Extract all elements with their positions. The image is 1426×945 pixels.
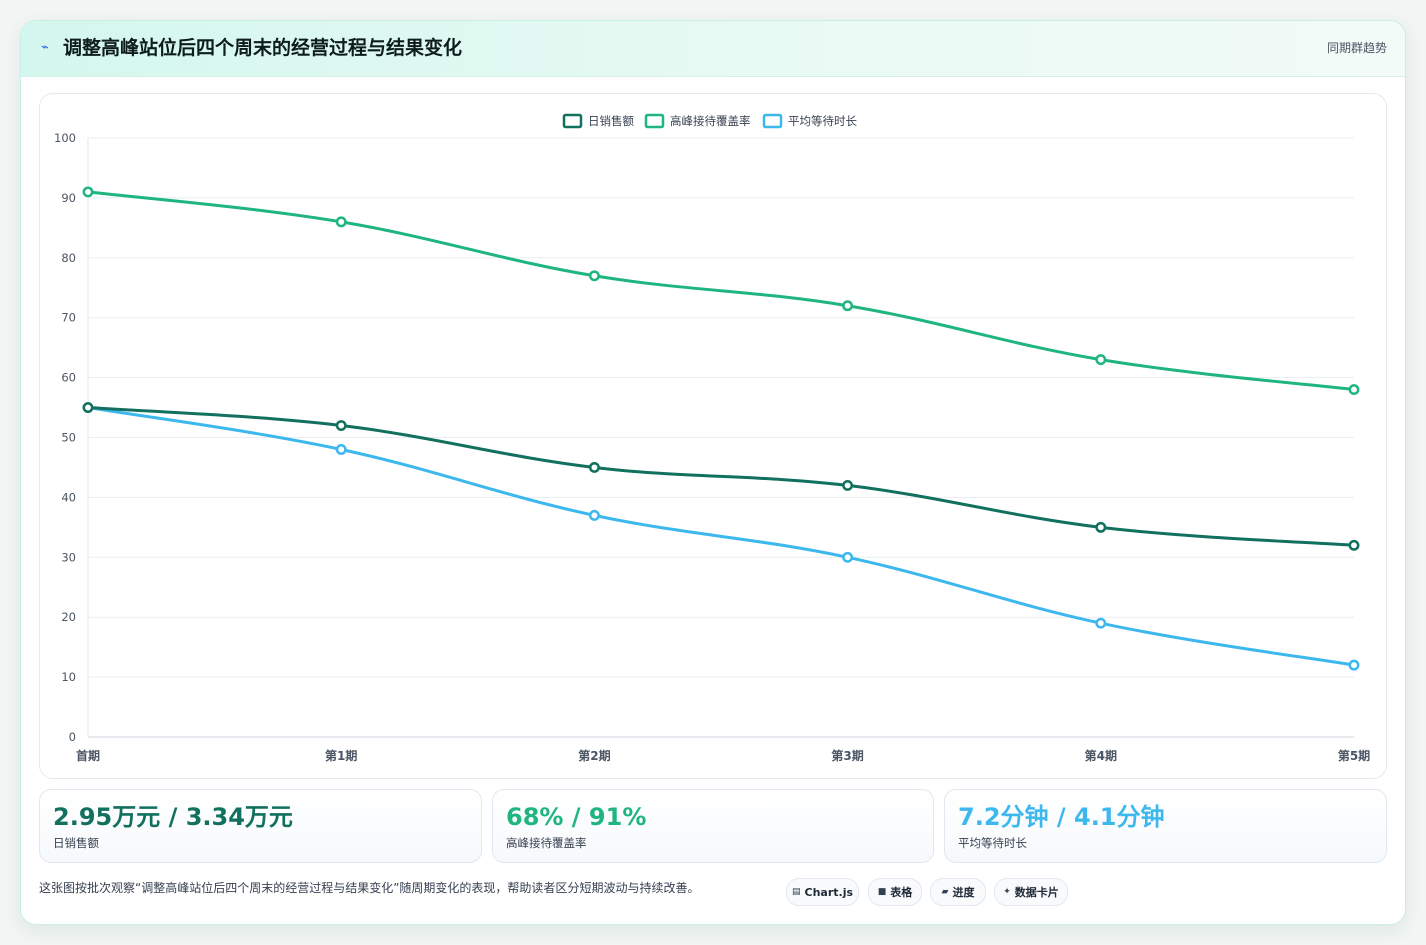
series-line-2: [86, 406, 1356, 667]
lightning-icon: ⌁: [41, 40, 49, 55]
data-point-s1-1: [335, 216, 347, 228]
x-tick-label: 首期: [76, 748, 100, 763]
tag-progress[interactable]: ▰ 进度: [930, 878, 986, 906]
data-point-s1-2: [588, 270, 600, 282]
data-point-s1-5: [1348, 384, 1360, 396]
data-point-s0-3: [842, 479, 854, 491]
y-tick-label: 90: [61, 191, 76, 205]
series-line-0: [86, 406, 1356, 547]
legend-label: 平均等待时长: [788, 114, 857, 128]
tag-label: Chart.js: [804, 885, 854, 899]
legend-label: 日销售额: [588, 114, 634, 128]
chart-icon: ▤: [791, 887, 801, 897]
data-point-s0-2: [588, 462, 600, 473]
stat-value: 68% / 91%: [506, 803, 647, 831]
y-tick-label: 100: [54, 131, 76, 145]
stat-label: 日销售额: [53, 836, 99, 850]
line-chart: 0 10 20 30 40 50 60 70 80 90 100 首期 第1期 第2期 第3期 第4期 第5期 日…: [54, 113, 1370, 763]
tag-label: 表格: [890, 886, 913, 899]
tag-table[interactable]: ■ 表格: [868, 878, 922, 906]
x-tick-label: 第2期: [578, 748, 610, 763]
data-point-s2-3: [842, 551, 854, 563]
dashboard-card: ⌁ 调整高峰站位后四个周末的经营过程与结果变化 同期群趋势 0 10 20 30 40 5…: [20, 20, 1406, 925]
header-right-label: 同期群趋势: [1326, 41, 1387, 55]
legend-swatch: [762, 113, 783, 129]
x-tick-label: 第4期: [1085, 748, 1117, 763]
y-tick-label: 10: [61, 670, 76, 684]
data-point-s0-4: [1095, 521, 1107, 533]
tag-data-cards[interactable]: ✦ 数据卡片: [994, 878, 1068, 906]
page-title: 调整高峰站位后四个周末的经营过程与结果变化: [63, 37, 463, 59]
x-tick-label: 第5期: [1338, 748, 1370, 763]
y-tick-label: 30: [61, 550, 76, 564]
legend-swatch: [644, 113, 665, 129]
x-tick-label: 第1期: [325, 748, 357, 763]
y-tick-label: 0: [69, 730, 76, 744]
stat-value: 2.95万元 / 3.34万元: [53, 803, 293, 831]
y-tick-label: 60: [61, 371, 76, 385]
progress-icon: ▰: [941, 887, 949, 897]
data-point-s2-1: [335, 444, 347, 455]
stat-card-sales: 2.95万元 / 3.34万元 日销售额: [39, 789, 482, 863]
y-tick-label: 50: [61, 431, 76, 445]
footer-note: 这张图按批次观察“调整高峰站位后四个周末的经营过程与结果变化”随周期变化的表现，…: [39, 881, 700, 895]
stat-card-wait-time: 7.2分钟 / 4.1分钟 平均等待时长: [944, 789, 1387, 863]
tag-label: 进度: [952, 886, 975, 899]
stat-label: 平均等待时长: [958, 836, 1027, 850]
y-tick-label: 20: [61, 610, 76, 624]
legend-label: 高峰接待覆盖率: [670, 114, 751, 128]
tag-chartjs[interactable]: ▤ Chart.js: [786, 878, 859, 906]
stat-label: 高峰接待覆盖率: [506, 836, 587, 850]
series-line-1: [86, 190, 1356, 392]
chart-container: 0 10 20 30 40 50 60 70 80 90 100 首期 第1期 第2期 第3期 第4期 第5期 日…: [39, 93, 1387, 779]
data-point-s0-0: [82, 402, 94, 413]
data-point-s1-4: [1095, 354, 1107, 366]
data-point-s1-3: [842, 300, 854, 312]
tag-label: 数据卡片: [1014, 886, 1059, 899]
data-point-s2-5: [1348, 659, 1360, 671]
legend-swatch: [562, 113, 583, 129]
y-tick-label: 80: [61, 251, 76, 265]
y-tick-label: 40: [61, 490, 76, 504]
stat-card-coverage: 68% / 91% 高峰接待覆盖率: [492, 789, 934, 863]
table-icon: ■: [877, 887, 887, 897]
stat-value: 7.2分钟 / 4.1分钟: [958, 803, 1165, 831]
sparkle-icon: ✦: [1003, 887, 1011, 897]
x-tick-label: 第3期: [831, 748, 863, 763]
card-header: ⌁ 调整高峰站位后四个周末的经营过程与结果变化 同期群趋势: [21, 21, 1405, 77]
data-point-s0-1: [335, 420, 347, 431]
data-point-s2-2: [588, 509, 600, 521]
data-point-s0-5: [1348, 539, 1360, 551]
y-tick-label: 70: [61, 311, 76, 325]
data-point-s2-4: [1095, 617, 1107, 629]
data-point-s1-0: [82, 186, 94, 198]
